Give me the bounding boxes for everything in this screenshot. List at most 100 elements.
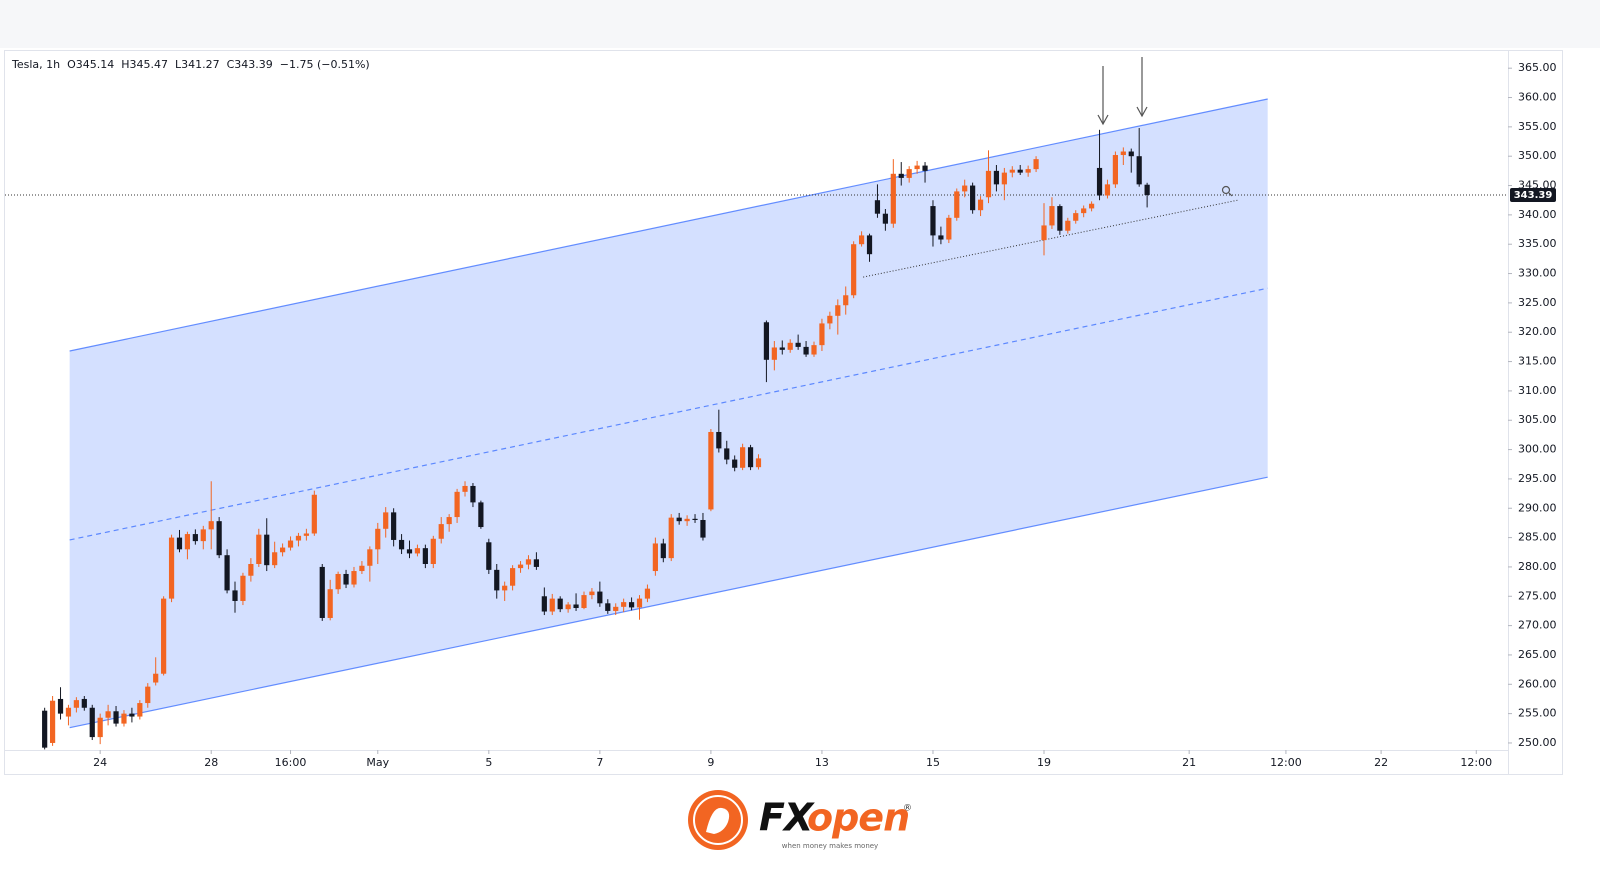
logo-open: open [807,796,909,840]
candle-body [121,713,127,724]
candle-body [549,598,555,612]
candle-body [97,717,103,738]
candle-body [176,537,183,550]
candle-body [858,235,865,245]
y-tick-label: 255.00 [1518,707,1557,720]
y-tick-label: 300.00 [1518,443,1557,456]
candle-body [724,448,730,460]
candle-body [1049,206,1055,226]
candle-body [1017,169,1023,173]
candle-body [898,173,904,178]
candle-body [977,199,984,211]
candle-body [787,342,793,350]
candle-body [470,485,476,503]
candle-body [962,185,968,192]
y-tick-label: 355.00 [1518,120,1557,133]
candle-body [446,517,452,525]
candle-body [985,170,992,198]
candle-body [597,591,603,604]
candle-body [1073,213,1079,221]
candle-body [779,347,785,350]
candle-body [406,549,413,554]
candle-body [843,295,849,306]
candle-body [605,603,611,611]
candle-body [1128,151,1134,157]
candle-body [1001,172,1007,185]
logo-icon-bull [706,807,730,834]
candle-body [740,447,746,468]
candle-body [184,534,191,550]
candle-body [113,711,119,724]
candle-body [1033,159,1039,170]
candle-body [970,185,976,211]
zoom-icon[interactable] [1221,185,1231,195]
candle-body [613,606,619,611]
candle-body [486,542,492,570]
candle-body [367,549,373,566]
y-tick-label: 250.00 [1518,736,1557,749]
candle-body [763,322,770,360]
candle-body [906,169,912,178]
candle-body [462,485,468,492]
candle-body [49,700,56,743]
candle-body [652,543,658,572]
y-tick-label: 330.00 [1518,267,1557,280]
candle-body [1089,203,1095,209]
candle-body [874,200,881,214]
logo-fx: FX [759,796,815,840]
candle-body [525,559,532,565]
candle-body [42,710,48,748]
candle-body [232,590,238,601]
candle-body [1009,169,1015,173]
channel-upper [69,98,1268,352]
candle-body [755,458,762,468]
candle-body [335,573,341,590]
x-tick-label: 15 [926,756,940,769]
candle-body [644,588,651,599]
x-tick-label: 22 [1374,756,1388,769]
x-tick-label: 7 [596,756,603,769]
x-tick-label: May [366,756,389,769]
y-tick-label: 335.00 [1518,237,1557,250]
candle-body [287,540,294,548]
candle-body [819,323,825,346]
candle-body [129,713,135,717]
logo-registered: ® [903,804,912,814]
arrows [1097,57,1233,197]
candle-body [573,604,579,609]
candle-body [938,235,944,240]
candle-body [383,512,389,529]
candle-body [105,711,111,718]
candle-body [1041,225,1047,241]
candle-body [510,568,516,586]
candle-body [851,244,857,296]
candle-body [57,698,64,714]
arrow-head [1136,106,1148,118]
candle-body [533,559,540,567]
candle-body [311,494,317,534]
candle-body [343,573,349,585]
candle-body [628,602,635,608]
candle-body [502,585,508,591]
y-tick-label: 260.00 [1518,677,1557,690]
candle-body [319,566,325,618]
x-tick-label: 9 [707,756,714,769]
candle-body [636,598,643,608]
candle-body [414,548,421,554]
candle-body [398,539,405,550]
candle-body [494,569,500,591]
x-tick-label: 16:00 [275,756,307,769]
candle-body [914,165,920,170]
candle-body [621,602,627,607]
candle-body [327,589,333,618]
candle-body [478,502,484,528]
candle-body [1120,151,1126,156]
candle-body [65,707,72,717]
candle-body [1144,184,1150,195]
candle-body [866,235,873,255]
last-price-box [1510,187,1556,202]
candle-body [192,534,198,542]
candle-body [660,543,666,559]
candle-body [771,347,777,360]
